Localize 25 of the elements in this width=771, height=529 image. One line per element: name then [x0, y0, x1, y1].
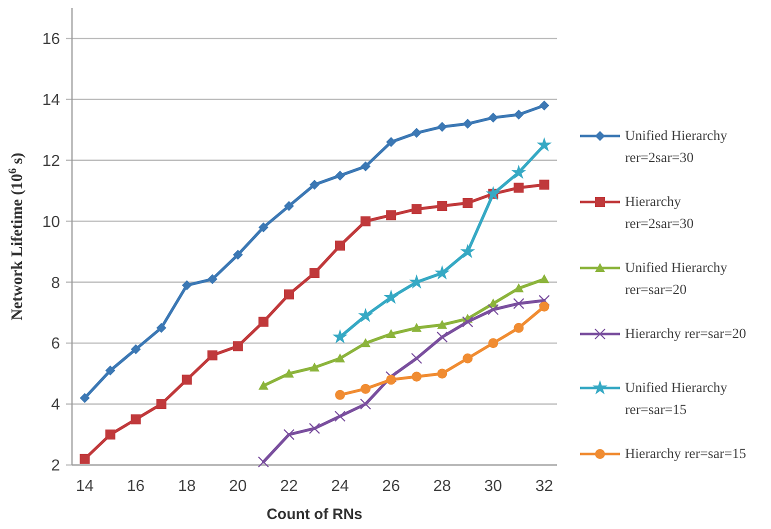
x-axis-title: Count of RNs [266, 506, 362, 523]
y-tick-label: 10 [42, 214, 60, 231]
y-tick-label: 14 [42, 92, 60, 109]
x-tick-label: 22 [280, 478, 298, 495]
legend-label: Unified Hierarchy rer=2sar=30 [625, 129, 728, 166]
x-tick-label: 32 [535, 478, 554, 495]
x-tick-label: 30 [484, 478, 502, 495]
x-tick-label: 16 [126, 478, 145, 495]
x-tick-label: 24 [331, 478, 350, 495]
y-tick-label: 2 [51, 458, 60, 475]
legend-label: Hierarchy rer=sar=20 [625, 327, 746, 342]
x-tick-label: 14 [76, 478, 94, 495]
legend-label: Unified Hierarchy rer=sar=15 [625, 381, 728, 418]
legend-label: Hierarchy rer=2sar=30 [625, 195, 694, 232]
legend-label: Unified Hierarchy rer=sar=20 [625, 261, 728, 298]
y-tick-label: 8 [51, 274, 60, 292]
x-tick-label: 26 [382, 478, 400, 495]
x-tick-label: 28 [433, 478, 452, 495]
x-tick-label: 20 [229, 478, 247, 495]
y-tick-label: 16 [42, 31, 60, 48]
x-tick-label: 18 [178, 478, 196, 495]
legend-label: Hierarchy rer=sar=15 [625, 447, 746, 462]
y-tick-label: 6 [51, 336, 60, 353]
y-tick-label: 12 [42, 152, 60, 170]
y-tick-label: 4 [51, 396, 60, 414]
